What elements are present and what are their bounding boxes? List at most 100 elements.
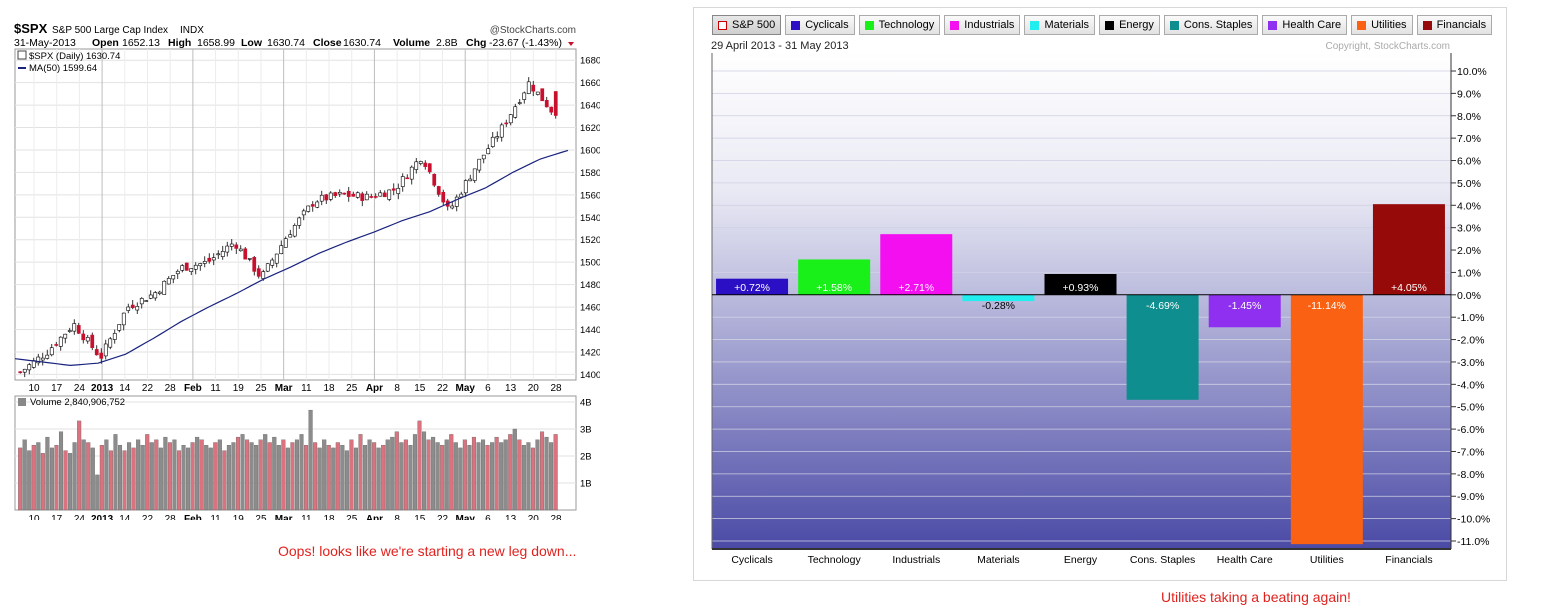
- candle-body: [198, 263, 203, 267]
- high-label: High: [168, 37, 191, 49]
- legend-label: Health Care: [1282, 19, 1342, 31]
- volume-bar: [508, 434, 513, 511]
- candle-body: [135, 306, 140, 311]
- legend-button-financials[interactable]: Financials: [1416, 15, 1493, 35]
- candle-body: [360, 193, 365, 201]
- volume-bar: [18, 447, 23, 511]
- candle-body: [549, 106, 554, 113]
- candle-body: [292, 225, 297, 237]
- candle-body: [148, 294, 153, 299]
- volume-x-tick-label: 17: [51, 514, 63, 520]
- chg-label: Chg: [466, 37, 486, 49]
- volume-bar: [335, 442, 340, 511]
- legend-button-cyclicals[interactable]: Cyclicals: [785, 15, 855, 35]
- volume-bar: [349, 439, 354, 511]
- candle-body: [76, 325, 81, 334]
- volume-bar: [331, 447, 336, 511]
- volume-bar: [313, 442, 318, 511]
- volume-x-tick-label: Apr: [366, 514, 383, 520]
- volume-bar: [412, 434, 417, 511]
- volume-bar: [77, 420, 82, 511]
- volume-bar: [31, 445, 36, 511]
- volume-bar: [294, 439, 299, 511]
- legend-button-health-care[interactable]: Health Care: [1262, 15, 1348, 35]
- volume-bar: [422, 431, 427, 511]
- legend-swatch-icon: [950, 20, 960, 30]
- candle-body: [495, 136, 500, 139]
- volume-x-tick-label: 28: [550, 514, 562, 520]
- candle-body: [477, 158, 482, 171]
- price-x-tick-label: 25: [255, 383, 267, 394]
- sector-category-label: Financials: [1385, 554, 1432, 566]
- volume-x-tick-label: May: [455, 514, 475, 520]
- sector-bar-industrials: [880, 234, 953, 295]
- low-value: 1630.74: [267, 37, 305, 49]
- price-tick-label: 1440: [580, 325, 600, 336]
- volume-bar: [222, 450, 227, 511]
- candle-body: [144, 300, 149, 302]
- candle-body: [180, 265, 185, 271]
- sector-value-label: +0.93%: [1063, 282, 1099, 294]
- candle-body: [67, 330, 72, 332]
- volume-bar: [553, 434, 558, 511]
- volume-bar: [90, 447, 95, 511]
- sector-tick-label: -11.0%: [1457, 536, 1490, 548]
- legend-button-cons-staples[interactable]: Cons. Staples: [1163, 15, 1259, 35]
- volume-bar: [281, 439, 286, 511]
- volume-bar: [131, 447, 136, 511]
- candle-body: [490, 136, 495, 147]
- legend-button-materials[interactable]: Materials: [1024, 15, 1096, 35]
- index-name: S&P 500 Large Cap Index: [52, 25, 168, 36]
- candle-body: [193, 264, 198, 270]
- volume-bar: [539, 431, 545, 511]
- volume-bar: [476, 442, 481, 511]
- close-label: Close: [313, 37, 342, 49]
- volume-bar: [449, 434, 454, 511]
- price-x-tick-label: 11: [210, 383, 221, 394]
- legend-swatch-icon: [1357, 20, 1367, 30]
- volume-bar: [376, 447, 381, 511]
- sector-bar-cyclicals: [716, 278, 789, 295]
- sector-bar-health-care: [1208, 294, 1281, 328]
- volume-bar: [276, 445, 281, 511]
- candle-body: [459, 193, 464, 198]
- sector-value-label: -1.45%: [1228, 300, 1261, 312]
- candle-body: [436, 186, 441, 195]
- volume-bar: [285, 447, 290, 511]
- volume-bar: [272, 436, 277, 511]
- candle-body: [351, 193, 356, 197]
- volume-x-tick-label: 15: [414, 514, 426, 520]
- candle-body: [184, 262, 189, 271]
- volume-bar: [549, 442, 554, 511]
- legend-swatch-icon: [1105, 20, 1115, 30]
- volume-bar: [22, 439, 27, 511]
- volume-bar: [299, 434, 304, 511]
- legend-button-utilities[interactable]: Utilities: [1351, 15, 1413, 35]
- legend-button-s-p-500[interactable]: S&P 500: [712, 15, 782, 35]
- candle-body: [378, 192, 383, 197]
- sector-value-label: +2.71%: [898, 282, 934, 294]
- legend-button-energy[interactable]: Energy: [1099, 15, 1160, 35]
- candle-body: [202, 261, 207, 264]
- price-y-axis: 1400 1420 1440 1460 1480 1500 1520 1540 1560 1580…: [580, 56, 600, 381]
- volume-bar: [72, 442, 77, 511]
- legend-button-industrials[interactable]: Industrials: [944, 15, 1021, 35]
- close-value: 1630.74: [343, 37, 381, 49]
- volume-bar: [172, 439, 177, 511]
- candle-body: [391, 188, 396, 191]
- sector-tick-label: 1.0%: [1457, 267, 1481, 279]
- sector-tick-label: 8.0%: [1457, 111, 1481, 123]
- legend-button-technology[interactable]: Technology: [858, 15, 941, 35]
- low-label: Low: [241, 37, 263, 49]
- sector-category-label: Energy: [1064, 554, 1098, 566]
- candle-body: [112, 333, 117, 340]
- sector-tick-label: 0.0%: [1457, 290, 1481, 302]
- price-legend-icon: [17, 50, 27, 60]
- volume-bar: [304, 445, 309, 511]
- volume-x-tick-label: 22: [437, 514, 449, 520]
- sector-tick-label: 2.0%: [1457, 245, 1481, 257]
- candle-body: [54, 344, 59, 346]
- left-caption: Oops! looks like we're starting a new le…: [278, 543, 577, 559]
- price-x-tick-label: 13: [505, 383, 517, 394]
- volume-bar: [240, 434, 245, 511]
